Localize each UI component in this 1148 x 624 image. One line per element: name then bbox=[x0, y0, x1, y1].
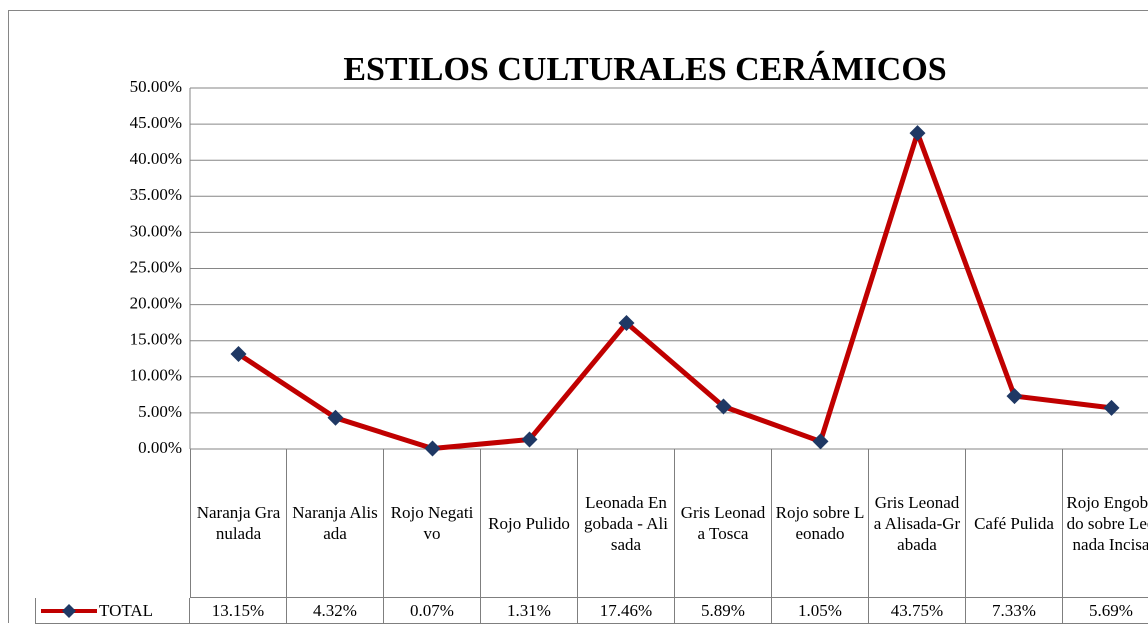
y-tick-label: 20.00% bbox=[130, 294, 182, 313]
y-tick-label: 10.00% bbox=[130, 366, 182, 385]
marker bbox=[1007, 388, 1023, 404]
x-tick-label: Rojo Engobado sobre Leonada Incisa bbox=[1063, 449, 1148, 598]
y-tick-label: 35.00% bbox=[130, 185, 182, 204]
chart-title: ESTILOS CULTURALES CERÁMICOS bbox=[343, 51, 946, 88]
data-label: 17.46% bbox=[578, 598, 675, 624]
data-label: 43.75% bbox=[869, 598, 966, 624]
y-tick-label: 0.00% bbox=[138, 438, 182, 457]
data-label: 1.05% bbox=[772, 598, 869, 624]
data-label: 1.31% bbox=[481, 598, 578, 624]
y-tick-label: 25.00% bbox=[130, 257, 182, 276]
x-tick-label: Rojo Pulido bbox=[481, 449, 578, 598]
y-tick-label: 15.00% bbox=[130, 330, 182, 349]
x-tick-label: Gris Leonada Tosca bbox=[675, 449, 772, 598]
legend-swatch bbox=[39, 601, 99, 621]
x-tick-label: Naranja Granulada bbox=[190, 449, 287, 598]
x-tick-label: Rojo sobre Leonado bbox=[772, 449, 869, 598]
y-tick-label: 40.00% bbox=[130, 149, 182, 168]
data-label: 5.89% bbox=[675, 598, 772, 624]
marker bbox=[813, 433, 829, 449]
x-tick-label: Leonada Engobada - Alisada bbox=[578, 449, 675, 598]
y-tick-label: 50.00% bbox=[130, 77, 182, 96]
y-tick-label: 5.00% bbox=[138, 402, 182, 421]
y-tick-label: 30.00% bbox=[130, 221, 182, 240]
x-tick-label: Café Pulida bbox=[966, 449, 1063, 598]
data-label: 0.07% bbox=[384, 598, 481, 624]
data-label: 4.32% bbox=[287, 598, 384, 624]
legend-label: TOTAL bbox=[99, 600, 153, 621]
y-tick-label: 45.00% bbox=[130, 113, 182, 132]
legend-entry: TOTAL bbox=[35, 598, 190, 624]
x-tick-label: Gris Leonada Alisada-Grabada bbox=[869, 449, 966, 598]
data-label: 13.15% bbox=[190, 598, 287, 624]
x-tick-label: Rojo Negativo bbox=[384, 449, 481, 598]
marker bbox=[910, 125, 926, 141]
data-label: 7.33% bbox=[966, 598, 1063, 624]
data-label: 5.69% bbox=[1063, 598, 1148, 624]
marker bbox=[1104, 400, 1120, 416]
line bbox=[239, 133, 1112, 448]
x-tick-label: Naranja Alisada bbox=[287, 449, 384, 598]
